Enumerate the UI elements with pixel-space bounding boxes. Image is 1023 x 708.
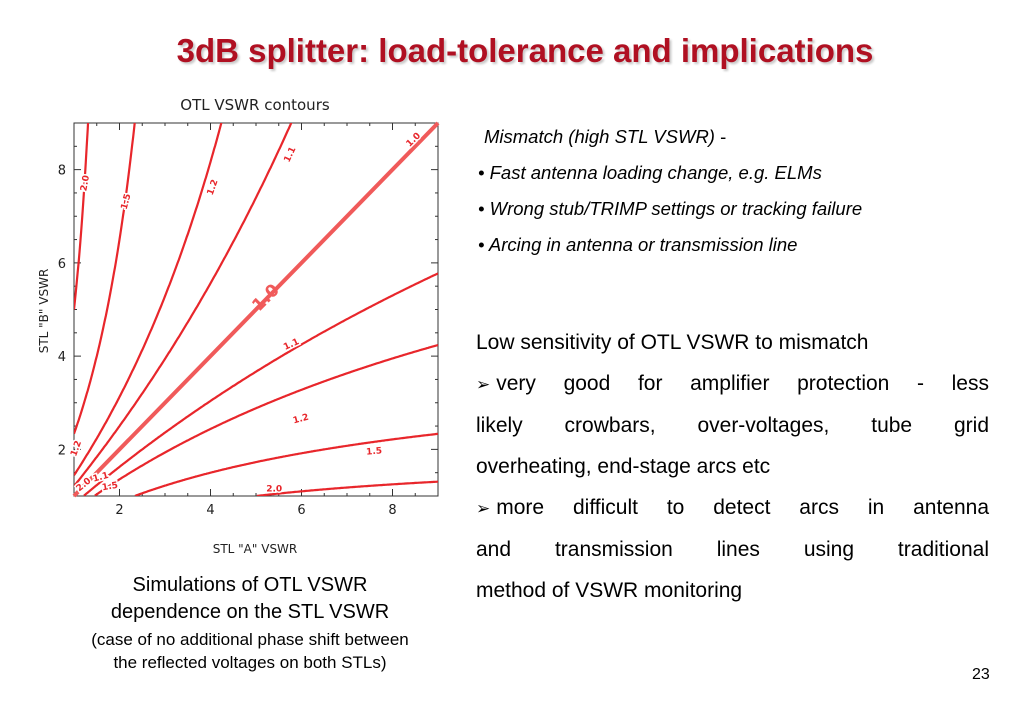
contour-label: 1.2 [292,413,310,427]
contour-lower-1.1 [83,272,438,496]
y-tick-label: 2 [58,443,66,458]
caption-line-3: (case of no additional phase shift betwe… [91,630,409,649]
y-tick-label: 8 [58,164,66,179]
contour-label: 2.0 [266,484,282,494]
point2-line1: ➢ more difficult to detect arcs in antenn… [476,496,989,519]
figure-caption: Simulations of OTL VSWR dependence on th… [40,572,460,626]
mismatch-heading: Mismatch (high STL VSWR) [484,126,715,147]
x-tick-label: 2 [115,503,123,518]
mismatch-list: Mismatch (high STL VSWR) - • Fast antenn… [478,126,862,270]
y-tick-label: 6 [58,257,66,272]
point2-line3: method of VSWR monitoring [476,579,743,602]
sensitivity-section: Low sensitivity of OTL VSWR to mismatch … [476,322,989,611]
contour-label: 1.5 [120,193,134,211]
mismatch-bullet: • Fast antenna loading change, e.g. ELMs [478,162,822,183]
caption-line-4: the reflected voltages on both STLs) [113,653,387,672]
contour-chart: OTL VSWR contours STL "A" VSWR STL "B" V… [37,96,440,556]
figure-caption-note: (case of no additional phase shift betwe… [40,628,460,674]
x-tick-label: 4 [206,503,214,518]
slide-title: 3dB splitter: load-tolerance and implica… [176,32,874,69]
contour-upper-1.1 [74,123,293,487]
point1-line1: ➢ very good for amplifier protection - le… [476,372,989,395]
contour-label: 1.2 [206,178,221,196]
arrow-bullet-icon: ➢ [476,375,491,394]
point2-line2: and transmission lines using traditional [476,538,989,561]
contour-upper-2 [74,123,90,310]
mismatch-bullet: • Arcing in antenna or transmission line [478,234,798,255]
contour-label: 1.1 [283,145,299,164]
contour-label: 1.0 [405,131,423,149]
point1-line2: likely crowbars, over-voltages, tube gri… [476,414,989,437]
arrow-bullet-icon: ➢ [476,499,491,518]
y-tick-label: 4 [58,350,66,365]
caption-line-1: Simulations of OTL VSWR [132,574,368,596]
contour-label: 1.2 [69,439,84,457]
contour-upper-1.2 [74,123,223,476]
x-axis-label: STL "A" VSWR [213,542,298,556]
mismatch-heading-row: Mismatch (high STL VSWR) - [478,126,862,162]
contour-label: 2.0 [79,175,92,192]
x-tick-label: 8 [388,503,396,518]
chart-title: OTL VSWR contours [180,96,330,114]
contour-label: 1.5 [366,446,383,457]
mismatch-bullet: • Wrong stub/TRIMP settings or tracking … [478,198,863,219]
sensitivity-heading: Low sensitivity of OTL VSWR to mismatch [476,331,869,354]
contour-lower-1.5 [134,432,438,496]
y-axis-label: STL "B" VSWR [37,269,51,354]
contour-diagonal-1.0 [72,121,440,498]
contour-upper-1.5 [74,123,136,435]
contour-label: 1.5 [101,481,118,494]
point1-line3: overheating, end-stage arcs etc [476,455,771,478]
contour-lower-1.2 [94,343,438,496]
caption-line-2: dependence on the STL VSWR [110,601,390,623]
contour-lower-2 [256,480,438,496]
mismatch-dash: - [714,126,727,147]
x-tick-label: 6 [297,503,305,518]
page-number: 23 [972,666,990,683]
